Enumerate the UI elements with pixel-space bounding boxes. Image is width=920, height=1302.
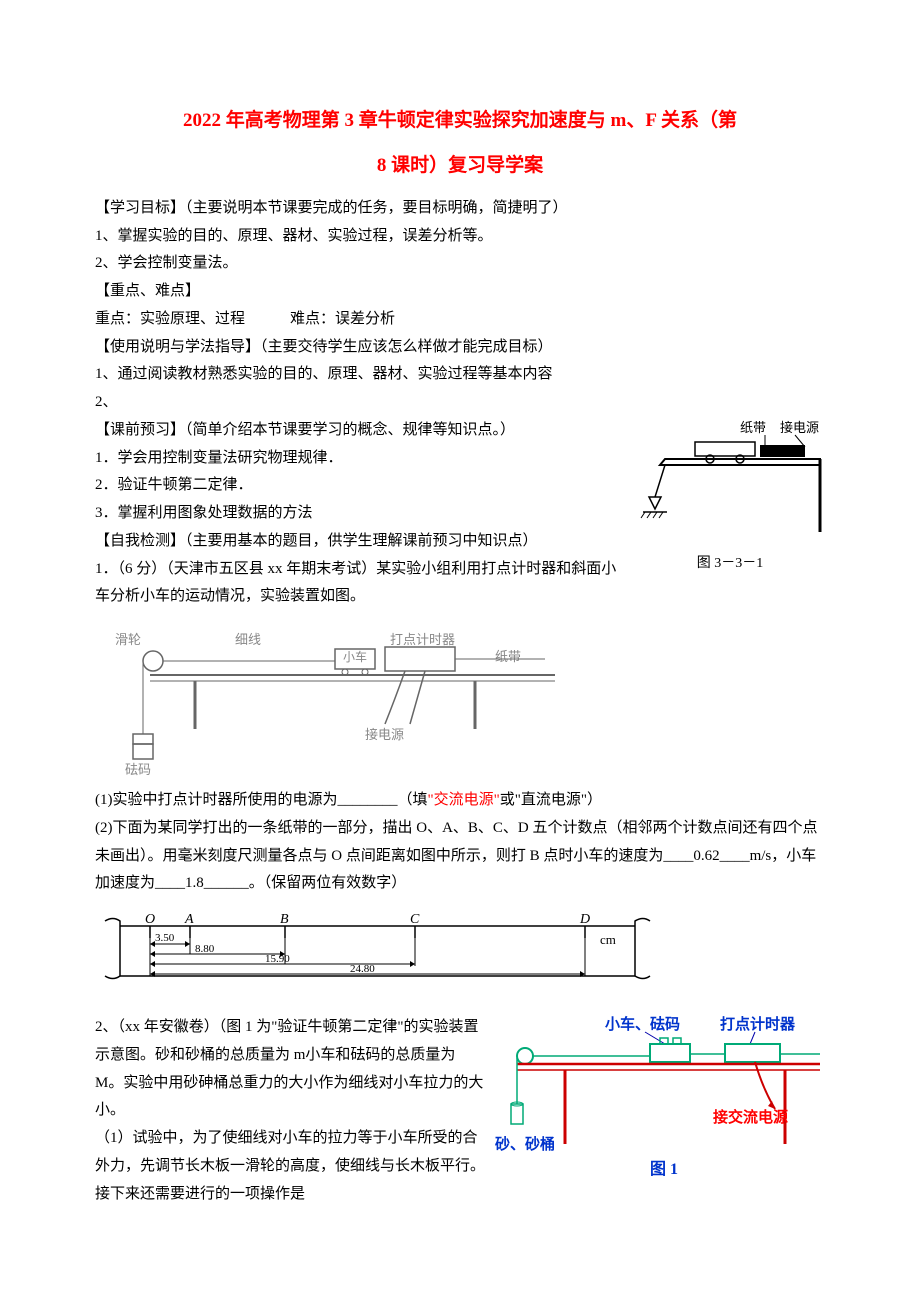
ruler-svg: O A B C D cm 3.50 8.80 15.90 24.80 [95, 906, 655, 996]
goals-header: 【学习目标】（主要说明本节课要完成的任务，要目标明确，简捷明了） [95, 195, 825, 223]
fig1-power-label: 接电源 [780, 420, 819, 435]
fig1-paper-label: 纸带 [740, 420, 766, 435]
document-title-line2: 8 课时）复习导学案 [95, 148, 825, 183]
ruler-diagram: O A B C D cm 3.50 8.80 15.90 24.80 [95, 906, 825, 996]
fig2-svg: 小车、砝码 打点计时器 接交流电源 砂、砂桶 图 1 [495, 1014, 825, 1189]
figure-2: 小车、砝码 打点计时器 接交流电源 砂、砂桶 图 1 [495, 1014, 825, 1189]
goal-1: 1、掌握实验的目的、原理、器材、实验过程，误差分析等。 [95, 223, 825, 251]
incline-diagram-svg: 纸带 接电源 [635, 417, 825, 547]
difficulty-header: 【重点、难点】 [95, 278, 825, 306]
fig2-caption: 图 1 [650, 1160, 678, 1178]
ruler-pt-B: B [280, 912, 289, 927]
q1-sub1: (1)实验中打点计时器所使用的电源为________（填"交流电源"或"直流电源… [95, 787, 825, 815]
ruler-pt-A: A [184, 912, 194, 927]
document-title-line1: 2022 年高考物理第 3 章牛顿定律实验探究加速度与 m、F 关系（第 [95, 100, 825, 142]
fig1-caption: 图 3－3－1 [635, 551, 825, 577]
figure-1-incline: 纸带 接电源 图 3－3－1 [635, 417, 825, 577]
ruler-unit: cm [600, 932, 616, 947]
ruler-pt-O: O [145, 912, 155, 927]
difficulty-line: 重点：实验原理、过程 难点：误差分析 [95, 306, 825, 334]
ruler-pt-D: D [579, 912, 590, 927]
usage-header: 【使用说明与学法指导】（主要交待学生应该怎么样做才能完成目标） [95, 334, 825, 362]
ruler-val-0: 3.50 [155, 932, 175, 944]
cart-label: 小车 [343, 649, 367, 664]
q1-sub1-red: "交流电源" [428, 792, 500, 808]
q1-sub2: (2)下面为某同学打出的一条纸带的一部分，描出 O、A、B、C、D 五个计数点（… [95, 815, 825, 898]
goal-2: 2、学会控制变量法。 [95, 250, 825, 278]
q1-sub2-aval: 1.8 [185, 875, 204, 891]
ruler-pt-C: C [410, 912, 420, 927]
ruler-val-1: 8.80 [195, 943, 215, 955]
ruler-val-2: 15.90 [265, 953, 290, 965]
string-label: 细线 [235, 632, 261, 647]
ruler-val-3: 24.80 [350, 963, 375, 975]
q1-sub2-c: ______。（保留两位有效数字） [204, 875, 407, 891]
usage-2: 2、 [95, 389, 825, 417]
track-diagram-svg: 滑轮 细线 小车 打点计时器 纸带 接电源 砝码 [95, 619, 595, 779]
fig2-power-label: 接交流电源 [713, 1108, 788, 1126]
power-label: 接电源 [365, 727, 404, 742]
track-diagram: 滑轮 细线 小车 打点计时器 纸带 接电源 砝码 [95, 619, 825, 779]
fig2-cart-label: 小车、砝码 [605, 1015, 680, 1033]
fig2-sand-label: 砂、砂桶 [495, 1135, 555, 1153]
timer-label: 打点计时器 [390, 632, 455, 647]
q1-sub1-b: 或"直流电源"） [500, 792, 602, 808]
pulley-label: 滑轮 [115, 632, 141, 647]
fig2-timer-label: 打点计时器 [720, 1015, 796, 1033]
tape-label: 纸带 [495, 649, 521, 664]
q1-sub1-a: (1)实验中打点计时器所使用的电源为________（填 [95, 792, 428, 808]
q1-sub2-v: 0.62 [693, 848, 719, 864]
weight-label: 砝码 [125, 762, 151, 777]
usage-1: 1、通过阅读教材熟悉实验的目的、原理、器材、实验过程等基本内容 [95, 361, 825, 389]
